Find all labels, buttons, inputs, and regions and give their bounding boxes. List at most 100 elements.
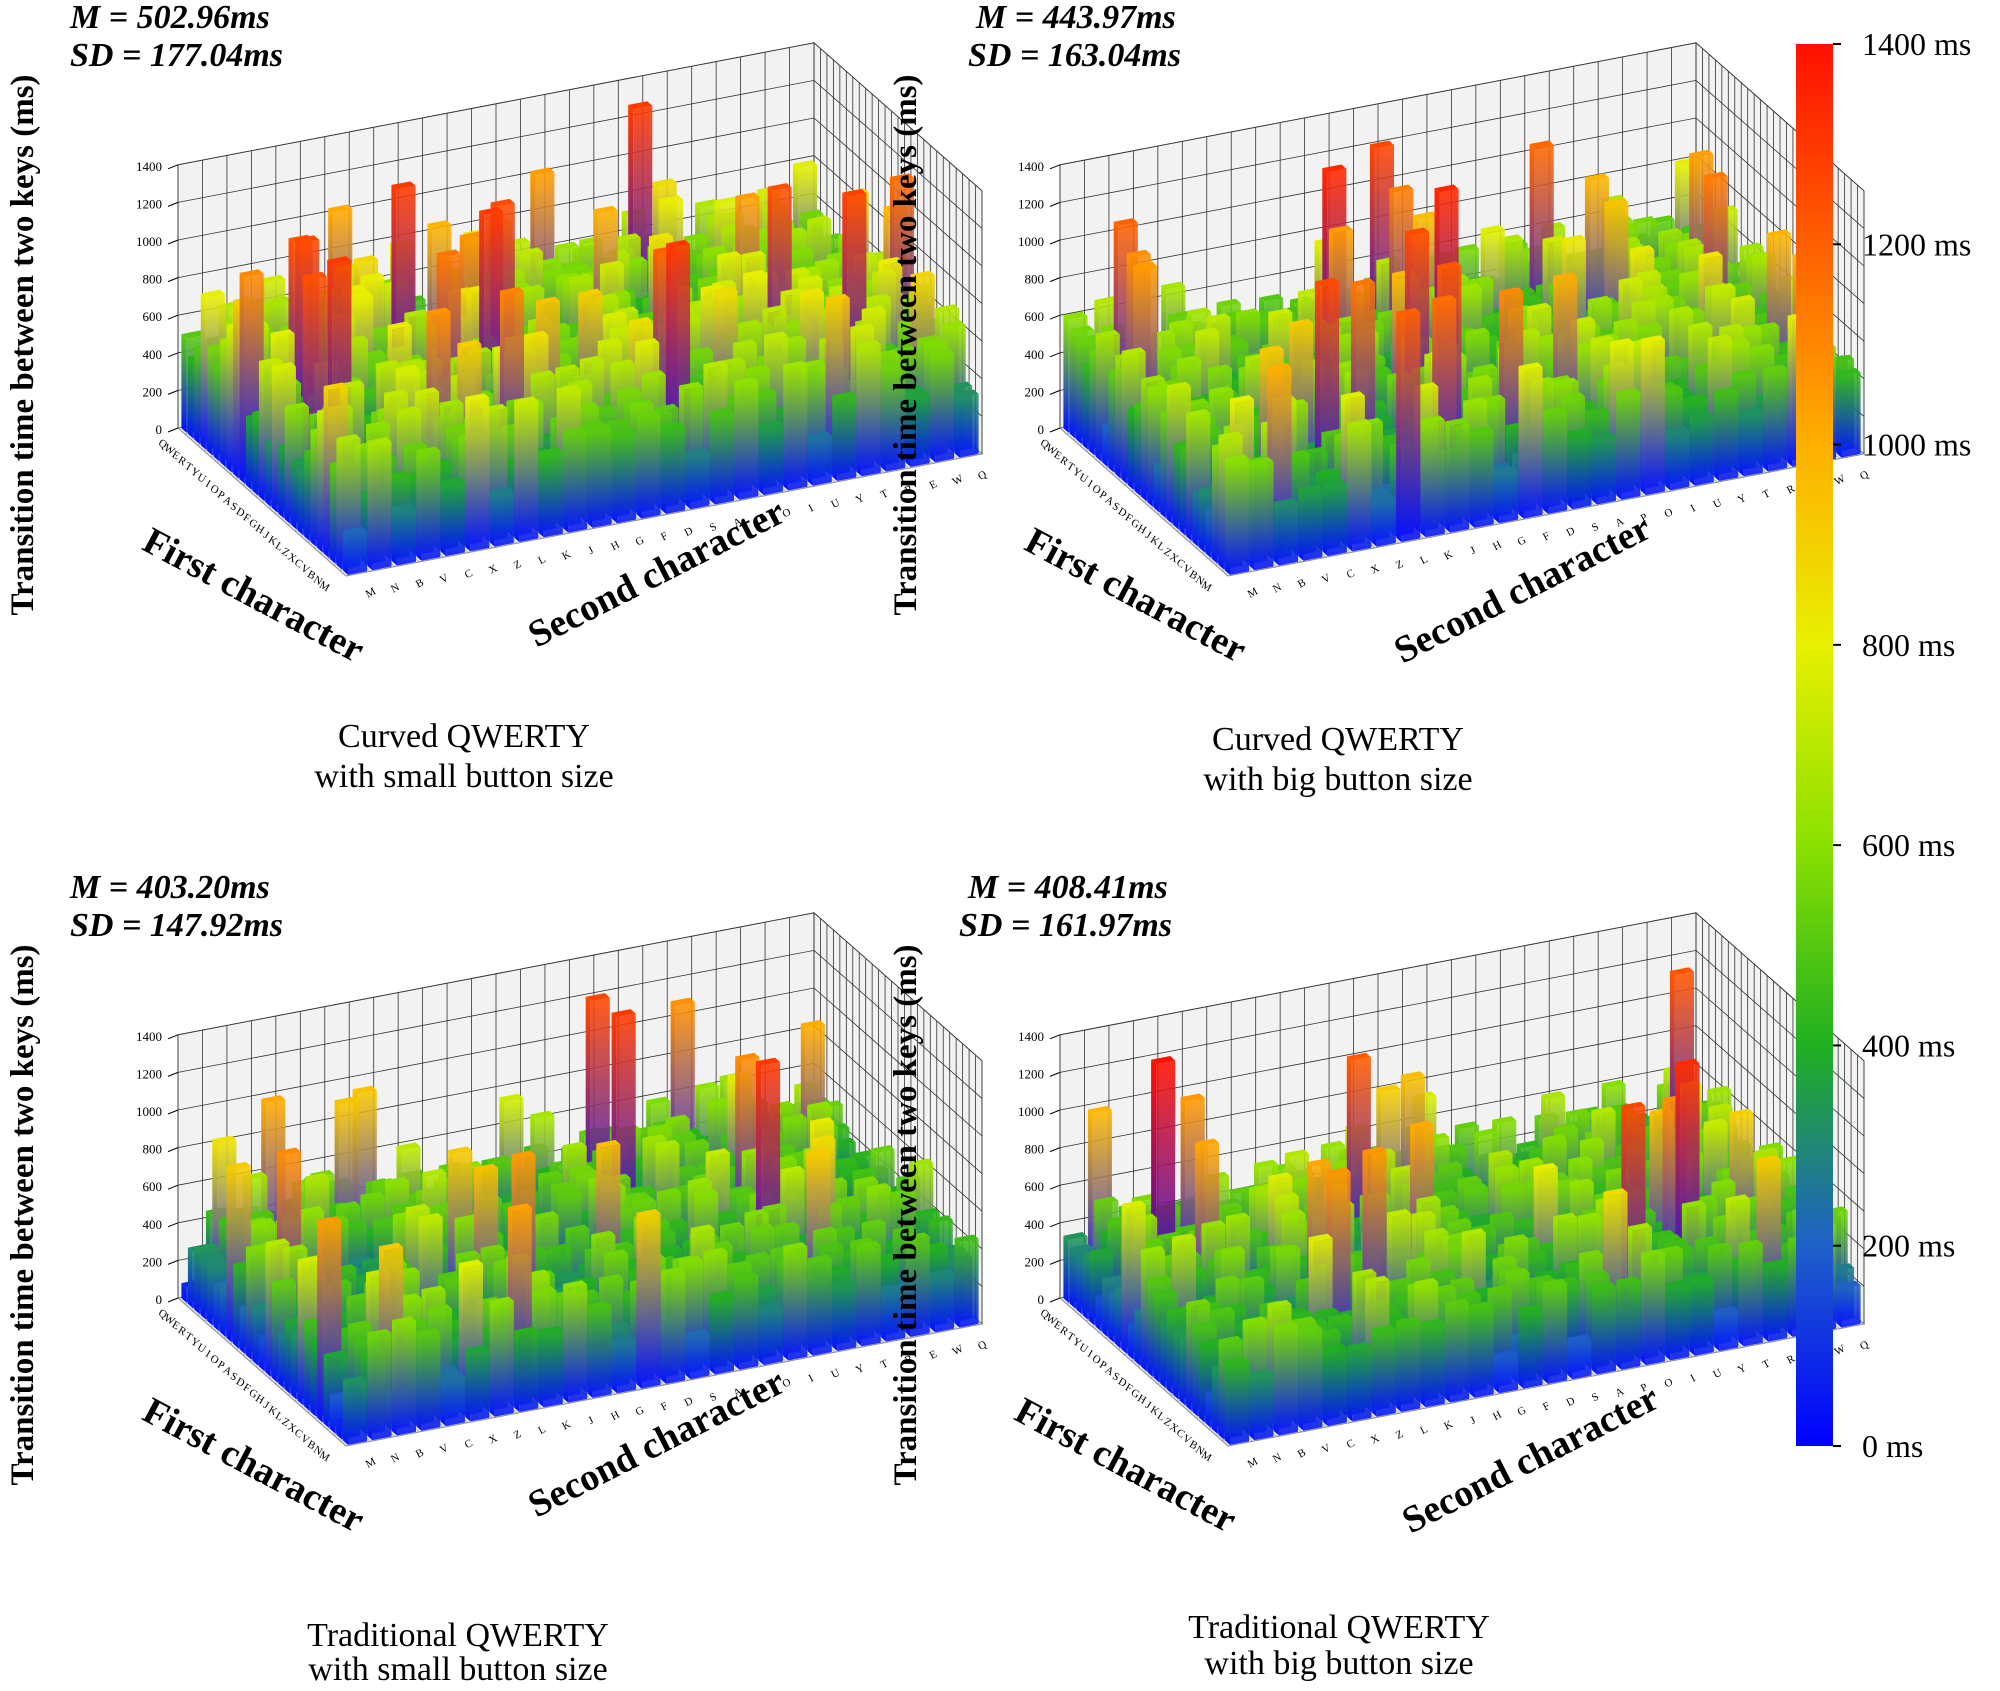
second-char-tick: J [1468, 1414, 1478, 1427]
second-char-tick: Q [1858, 1338, 1871, 1352]
second-char-tick: M [1246, 1455, 1260, 1470]
bar [1641, 335, 1665, 495]
bar [1347, 1342, 1371, 1422]
bar [392, 503, 416, 566]
z-tick-label: 200 [1025, 384, 1045, 399]
bar [637, 1209, 661, 1389]
z-tick-label: 400 [1025, 347, 1045, 362]
bar [1690, 411, 1714, 486]
panel-traditional-small: 0200400600800100012001400QWERTYUIOPASDFG… [5, 869, 989, 1686]
z-tick-label: 200 [143, 384, 163, 399]
bar [490, 487, 514, 547]
bar [832, 1278, 856, 1352]
bar [1837, 1281, 1861, 1328]
bar [563, 427, 587, 533]
z-tick-label: 600 [143, 1179, 163, 1194]
second-char-tick: T [1761, 487, 1773, 501]
bar [1274, 498, 1298, 566]
z-tick-label: 800 [1025, 1142, 1045, 1157]
second-char-tick: N [1271, 581, 1284, 595]
z-tick-label: 0 [1038, 422, 1045, 437]
colorbar-label: 1000 ms [1862, 427, 1971, 463]
bar [1519, 1304, 1543, 1388]
second-char-tick: M [1246, 585, 1260, 600]
z-tick-label: 200 [143, 1254, 163, 1269]
bar [1641, 1249, 1665, 1365]
z-tick-label: 1200 [1018, 196, 1044, 211]
bar [612, 428, 636, 524]
second-char-tick: M [364, 585, 378, 600]
sd-label: SD = 161.97ms [959, 907, 1172, 944]
bar [1665, 426, 1689, 490]
colorbar-label: 400 ms [1862, 1027, 1955, 1063]
bar [808, 431, 832, 486]
second-char-tick: G [1516, 534, 1529, 548]
second-char-tick: Y [854, 492, 867, 506]
z-tick-label: 600 [1025, 1179, 1045, 1194]
second-char-tick: F [659, 530, 670, 543]
z-tick-label: 1400 [1018, 159, 1044, 174]
bar [783, 361, 807, 491]
bar [514, 396, 538, 542]
second-char-tick: H [609, 1409, 622, 1423]
bar [1690, 1275, 1714, 1356]
bar [1519, 362, 1543, 518]
second-char-tick: W [950, 1342, 965, 1358]
bar [1616, 1276, 1640, 1370]
second-char-tick: Z [512, 1428, 524, 1442]
bar [514, 1327, 538, 1412]
bar [563, 1280, 587, 1402]
panel-traditional-big: 0200400600800100012001400QWERTYUIOPASDFG… [888, 869, 1871, 1682]
bar [1567, 428, 1591, 510]
z-tick-label: 800 [143, 272, 163, 287]
second-char-tick: D [1564, 525, 1577, 539]
second-char-tick: C [1345, 567, 1357, 581]
panel-curved-big: 0200400600800100012001400QWERTYUIOPASDFG… [888, 0, 1871, 798]
second-char-tick: I [1689, 502, 1698, 514]
bar [1249, 457, 1273, 570]
z-tick-label: 400 [143, 1217, 163, 1232]
bar [734, 377, 758, 500]
bar [710, 1290, 734, 1374]
mean-label: M = 443.97ms [975, 0, 1176, 36]
second-char-tick: J [586, 544, 596, 557]
z-axis-label: Transition time between two keys (ms) [888, 944, 924, 1485]
second-char-tick: N [389, 581, 402, 595]
bar [1494, 466, 1518, 523]
bar [1714, 1306, 1738, 1351]
z-tick-label: 1200 [1018, 1066, 1044, 1081]
bar [1763, 1259, 1787, 1342]
z-tick-label: 600 [1025, 309, 1045, 324]
second-char-tick: V [438, 572, 451, 586]
z-tick-label: 0 [156, 1292, 163, 1307]
second-char-tick: Y [854, 1362, 867, 1376]
bar [1421, 416, 1445, 538]
bar [1616, 388, 1640, 500]
second-char-tick: D [1564, 1395, 1577, 1409]
z-tick-label: 0 [1038, 1292, 1045, 1307]
colorbar-label: 1200 ms [1862, 226, 1971, 262]
bar [392, 1316, 416, 1435]
second-char-tick: R [1785, 1352, 1798, 1366]
bar [930, 1269, 954, 1332]
bar [710, 407, 734, 504]
colorbar-label: 200 ms [1862, 1228, 1955, 1264]
second-char-tick: I [1689, 1372, 1698, 1384]
z-axis-label: Transition time between two keys (ms) [5, 944, 41, 1485]
bar [539, 1326, 563, 1407]
bar [1445, 418, 1469, 533]
z-tick-label: 1200 [136, 1066, 162, 1081]
colorbar-label: 1400 ms [1862, 26, 1971, 62]
second-char-tick: K [560, 1418, 573, 1432]
second-char-tick: F [1541, 1400, 1552, 1413]
bar [1470, 1301, 1494, 1398]
bar [416, 447, 440, 561]
bar [1714, 386, 1738, 481]
second-char-tick: L [536, 553, 548, 567]
second-char-tick: K [560, 548, 573, 562]
bar [661, 1267, 685, 1384]
bar [661, 422, 685, 514]
bar [1372, 494, 1396, 547]
